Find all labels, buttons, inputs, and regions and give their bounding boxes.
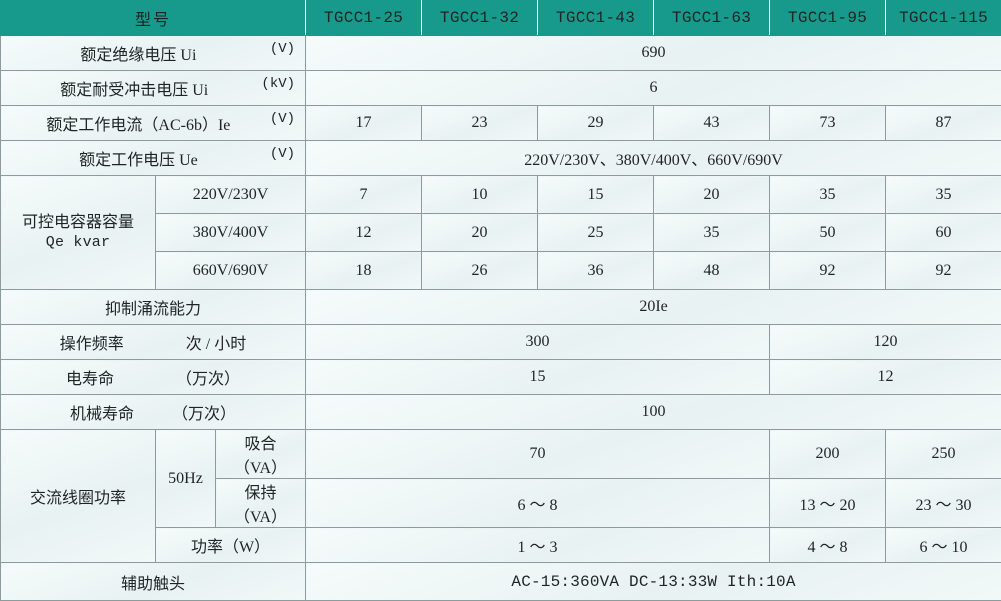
row-electrical-life: 电寿命 （万次） 15 12 (1, 360, 1001, 395)
value-working-current-1: 17 (306, 106, 422, 141)
value-impulse-voltage: 6 (306, 71, 1001, 106)
value-insulation-voltage: 690 (306, 36, 1001, 71)
label-electrical-life-text: 电寿命 (66, 371, 114, 388)
label-operating-frequency: 操作频率 次 / 小时 (1, 325, 306, 360)
label-coil-power: 交流线圈功率 (1, 430, 156, 563)
value-coil-hold-2: 13 〜 20 (770, 479, 886, 528)
label-electrical-life: 电寿命 （万次） (1, 360, 306, 395)
value-coil-watt-1: 1 〜 3 (306, 528, 770, 563)
label-impulse-voltage: 额定耐受冲击电压 Ui (kV) (1, 71, 306, 106)
value-mechanical-life: 100 (306, 395, 1001, 430)
sublabel-capacitor-660v: 660V/690V (156, 252, 306, 290)
value-coil-hold-1: 6 〜 8 (306, 479, 770, 528)
value-working-current-3: 29 (538, 106, 654, 141)
label-working-voltage-text: 额定工作电压 Ue (79, 152, 198, 169)
value-working-current-6: 87 (886, 106, 1001, 141)
label-operating-frequency-unit: 次 / 小时 (186, 336, 246, 353)
value-operating-frequency-1: 300 (306, 325, 770, 360)
label-working-current-text: 额定工作电流（AC-6b）Ie (46, 117, 230, 134)
value-operating-frequency-2: 120 (770, 325, 1001, 360)
label-inrush-suppression: 抑制涌流能力 (1, 290, 306, 325)
row-insulation-voltage: 额定绝缘电压 Ui (V) 690 (1, 36, 1001, 71)
value-auxiliary-contacts: AC-15:360VA DC-13:33W Ith:10A (306, 563, 1001, 601)
label-coil-frequency: 50Hz (156, 430, 216, 528)
header-model-5: TGCC1-95 (770, 1, 886, 36)
value-coil-hold-3: 23 〜 30 (886, 479, 1001, 528)
value-capacitor-220v-3: 15 (538, 176, 654, 214)
label-mechanical-life-text: 机械寿命 (70, 406, 134, 423)
label-capacitor-capacity-line1: 可控电容器容量 (7, 212, 149, 234)
value-capacitor-660v-4: 48 (654, 252, 770, 290)
label-working-current: 额定工作电流（AC-6b）Ie (V) (1, 106, 306, 141)
header-model-4: TGCC1-63 (654, 1, 770, 36)
value-working-current-4: 43 (654, 106, 770, 141)
label-operating-frequency-text: 操作频率 (60, 336, 124, 353)
label-auxiliary-contacts: 辅助触头 (1, 563, 306, 601)
value-coil-watt-3: 6 〜 10 (886, 528, 1001, 563)
value-capacitor-660v-2: 26 (422, 252, 538, 290)
label-working-voltage: 额定工作电压 Ue (V) (1, 141, 306, 176)
row-inrush-suppression: 抑制涌流能力 20Ie (1, 290, 1001, 325)
unit-impulse-voltage: (kV) (261, 76, 299, 92)
label-insulation-voltage-text: 额定绝缘电压 Ui (80, 47, 196, 64)
header-model-label: 型号 (1, 1, 306, 36)
label-insulation-voltage: 额定绝缘电压 Ui (V) (1, 36, 306, 71)
unit-working-current: (V) (270, 111, 299, 127)
label-impulse-voltage-text: 额定耐受冲击电压 Ui (60, 82, 208, 99)
value-capacitor-660v-6: 92 (886, 252, 1001, 290)
value-capacitor-220v-1: 7 (306, 176, 422, 214)
header-model-6: TGCC1-115 (886, 1, 1001, 36)
value-capacitor-380v-6: 60 (886, 214, 1001, 252)
value-capacitor-660v-3: 36 (538, 252, 654, 290)
value-capacitor-380v-1: 12 (306, 214, 422, 252)
sublabel-coil-pickup: 吸合（VA） (216, 430, 306, 479)
value-coil-pickup-2: 200 (770, 430, 886, 479)
value-coil-pickup-3: 250 (886, 430, 1001, 479)
value-electrical-life-1: 15 (306, 360, 770, 395)
value-inrush-suppression: 20Ie (306, 290, 1001, 325)
label-mechanical-life: 机械寿命 （万次） (1, 395, 306, 430)
sublabel-capacitor-380v: 380V/400V (156, 214, 306, 252)
row-capacitor-capacity-1: 可控电容器容量 Qe kvar 220V/230V 7 10 15 20 35 … (1, 176, 1001, 214)
value-capacitor-380v-4: 35 (654, 214, 770, 252)
value-working-voltage: 220V/230V、380V/400V、660V/690V (306, 141, 1001, 176)
value-capacitor-220v-4: 20 (654, 176, 770, 214)
value-capacitor-660v-1: 18 (306, 252, 422, 290)
row-mechanical-life: 机械寿命 （万次） 100 (1, 395, 1001, 430)
label-capacitor-capacity: 可控电容器容量 Qe kvar (1, 176, 156, 290)
table-header-row: 型号 TGCC1-25 TGCC1-32 TGCC1-43 TGCC1-63 T… (1, 1, 1001, 36)
header-model-1: TGCC1-25 (306, 1, 422, 36)
value-capacitor-220v-6: 35 (886, 176, 1001, 214)
row-coil-power-pickup: 交流线圈功率 50Hz 吸合（VA） 70 200 250 (1, 430, 1001, 479)
row-working-voltage: 额定工作电压 Ue (V) 220V/230V、380V/400V、660V/6… (1, 141, 1001, 176)
header-model-3: TGCC1-43 (538, 1, 654, 36)
value-coil-watt-2: 4 〜 8 (770, 528, 886, 563)
unit-working-voltage: (V) (270, 146, 299, 162)
value-capacitor-220v-2: 10 (422, 176, 538, 214)
value-capacitor-660v-5: 92 (770, 252, 886, 290)
value-capacitor-380v-5: 50 (770, 214, 886, 252)
label-mechanical-life-unit: （万次） (172, 406, 236, 423)
value-working-current-2: 23 (422, 106, 538, 141)
value-capacitor-220v-5: 35 (770, 176, 886, 214)
row-working-current: 额定工作电流（AC-6b）Ie (V) 17 23 29 43 73 87 (1, 106, 1001, 141)
row-impulse-voltage: 额定耐受冲击电压 Ui (kV) 6 (1, 71, 1001, 106)
row-auxiliary-contacts: 辅助触头 AC-15:360VA DC-13:33W Ith:10A (1, 563, 1001, 601)
header-model-2: TGCC1-32 (422, 1, 538, 36)
value-capacitor-380v-3: 25 (538, 214, 654, 252)
sublabel-coil-hold: 保持（VA） (216, 479, 306, 528)
value-coil-pickup-1: 70 (306, 430, 770, 479)
label-electrical-life-unit: （万次） (176, 371, 240, 388)
value-capacitor-380v-2: 20 (422, 214, 538, 252)
value-working-current-5: 73 (770, 106, 886, 141)
label-capacitor-capacity-line2: Qe kvar (7, 233, 149, 253)
value-electrical-life-2: 12 (770, 360, 1001, 395)
sublabel-coil-watt: 功率（W） (156, 528, 306, 563)
sublabel-capacitor-220v: 220V/230V (156, 176, 306, 214)
row-operating-frequency: 操作频率 次 / 小时 300 120 (1, 325, 1001, 360)
unit-insulation-voltage: (V) (270, 41, 299, 57)
